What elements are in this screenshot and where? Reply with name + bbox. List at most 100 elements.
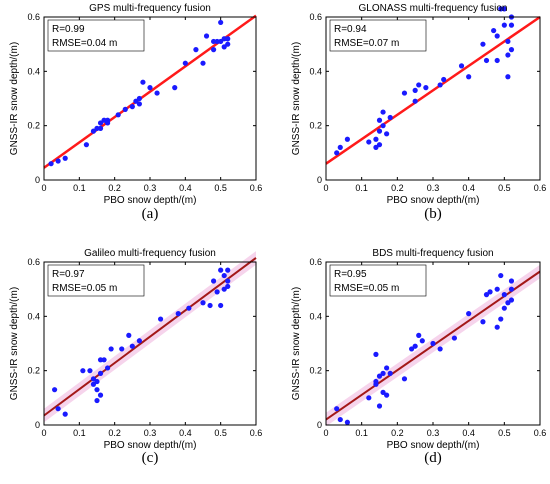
data-point <box>94 387 100 393</box>
stat-rmse: RMSE=0.05 m <box>52 283 117 294</box>
data-point <box>430 340 436 347</box>
stats-box <box>329 19 427 52</box>
data-point <box>466 311 472 317</box>
data-point <box>62 155 68 161</box>
data-point <box>409 346 415 352</box>
data-point <box>94 397 100 404</box>
data-point <box>508 286 515 292</box>
data-point <box>387 370 393 376</box>
data-point <box>376 117 383 123</box>
panel-caption: (a) <box>142 206 159 222</box>
data-point <box>225 41 231 47</box>
y-tick-label: 0 <box>317 175 322 185</box>
data-point <box>494 286 500 292</box>
data-point <box>480 41 486 47</box>
x-tick-label: 0.4 <box>179 183 192 193</box>
y-tick-label: 0.6 <box>309 257 322 267</box>
data-point <box>505 38 511 45</box>
x-tick-label: 0.6 <box>250 183 263 193</box>
y-tick-label: 0.6 <box>27 257 40 267</box>
data-point <box>376 142 383 148</box>
x-tick-label: 0 <box>41 183 46 193</box>
x-tick-label: 0.6 <box>534 428 547 438</box>
x-tick-label: 0.1 <box>73 428 86 438</box>
data-point <box>498 272 504 279</box>
data-point <box>494 57 500 64</box>
y-tick-label: 0.4 <box>27 311 40 321</box>
stat-r: R=0.95 <box>334 269 367 280</box>
panel-caption: (d) <box>424 450 442 466</box>
data-point <box>494 33 500 39</box>
y-axis-label: GNSS-IR snow depth/(m) <box>291 42 302 155</box>
y-tick-label: 0.4 <box>309 311 322 321</box>
data-point <box>483 292 490 298</box>
y-axis-label: GNSS-IR snow depth/(m) <box>9 42 20 155</box>
data-point <box>115 112 121 118</box>
x-tick-label: 0.2 <box>391 183 404 193</box>
data-point <box>200 300 206 306</box>
data-point <box>225 267 231 273</box>
stat-rmse: RMSE=0.05 m <box>334 283 399 294</box>
data-point <box>416 82 422 88</box>
data-point <box>129 104 135 110</box>
panel-glonass: GLONASS multi-frequency fusion PBO snow … <box>291 3 546 222</box>
data-point <box>494 324 500 330</box>
x-tick-label: 0.5 <box>214 428 227 438</box>
regression-line <box>43 257 257 417</box>
y-tick-label: 0.2 <box>27 366 40 376</box>
data-point <box>154 90 160 96</box>
x-tick-label: 0.2 <box>108 428 121 438</box>
data-point <box>491 27 497 34</box>
data-point <box>97 392 104 398</box>
data-point <box>334 406 340 412</box>
x-tick-label: 0.5 <box>498 183 511 193</box>
panel-title: BDS multi-frequency fusion <box>372 248 493 259</box>
y-tick-label: 0.4 <box>27 66 40 76</box>
data-point <box>380 123 386 129</box>
x-tick-label: 0.1 <box>73 183 86 193</box>
data-point <box>441 76 447 83</box>
data-point <box>90 376 97 382</box>
data-point <box>90 128 97 134</box>
x-tick-label: 0.2 <box>108 183 121 193</box>
data-point <box>126 332 132 338</box>
data-point <box>48 161 54 167</box>
x-tick-label: 0 <box>323 183 328 193</box>
data-point <box>508 47 515 53</box>
y-tick-label: 0.2 <box>309 121 322 131</box>
data-point <box>218 267 224 273</box>
data-point <box>508 22 515 28</box>
data-point <box>122 106 128 112</box>
data-point <box>373 144 379 150</box>
data-point <box>136 95 142 102</box>
panel-bds: BDS multi-frequency fusion PBO snow dept… <box>291 248 546 466</box>
data-point <box>384 365 390 371</box>
data-point <box>480 319 486 325</box>
stats-box <box>329 264 427 297</box>
y-tick-label: 0.2 <box>309 366 322 376</box>
data-point <box>466 74 472 80</box>
x-tick-label: 0.4 <box>462 183 475 193</box>
data-point <box>487 289 493 295</box>
data-point <box>186 305 192 311</box>
data-point <box>203 33 210 39</box>
data-point <box>90 381 97 387</box>
data-point <box>97 120 104 126</box>
x-tick-label: 0.6 <box>250 428 263 438</box>
data-point <box>129 343 135 349</box>
stats-box <box>47 264 145 297</box>
data-point <box>193 47 199 53</box>
data-point <box>221 44 227 50</box>
data-point <box>498 6 504 12</box>
data-point <box>175 311 181 317</box>
x-axis-label: PBO snow depth/(m) <box>104 440 197 451</box>
y-tick-label: 0 <box>317 420 322 430</box>
data-point <box>97 370 104 376</box>
x-tick-label: 0.3 <box>144 428 157 438</box>
data-point <box>437 346 443 352</box>
data-point <box>94 378 100 385</box>
x-tick-label: 0.3 <box>427 428 440 438</box>
data-point <box>380 109 386 115</box>
x-tick-label: 0.3 <box>144 183 157 193</box>
